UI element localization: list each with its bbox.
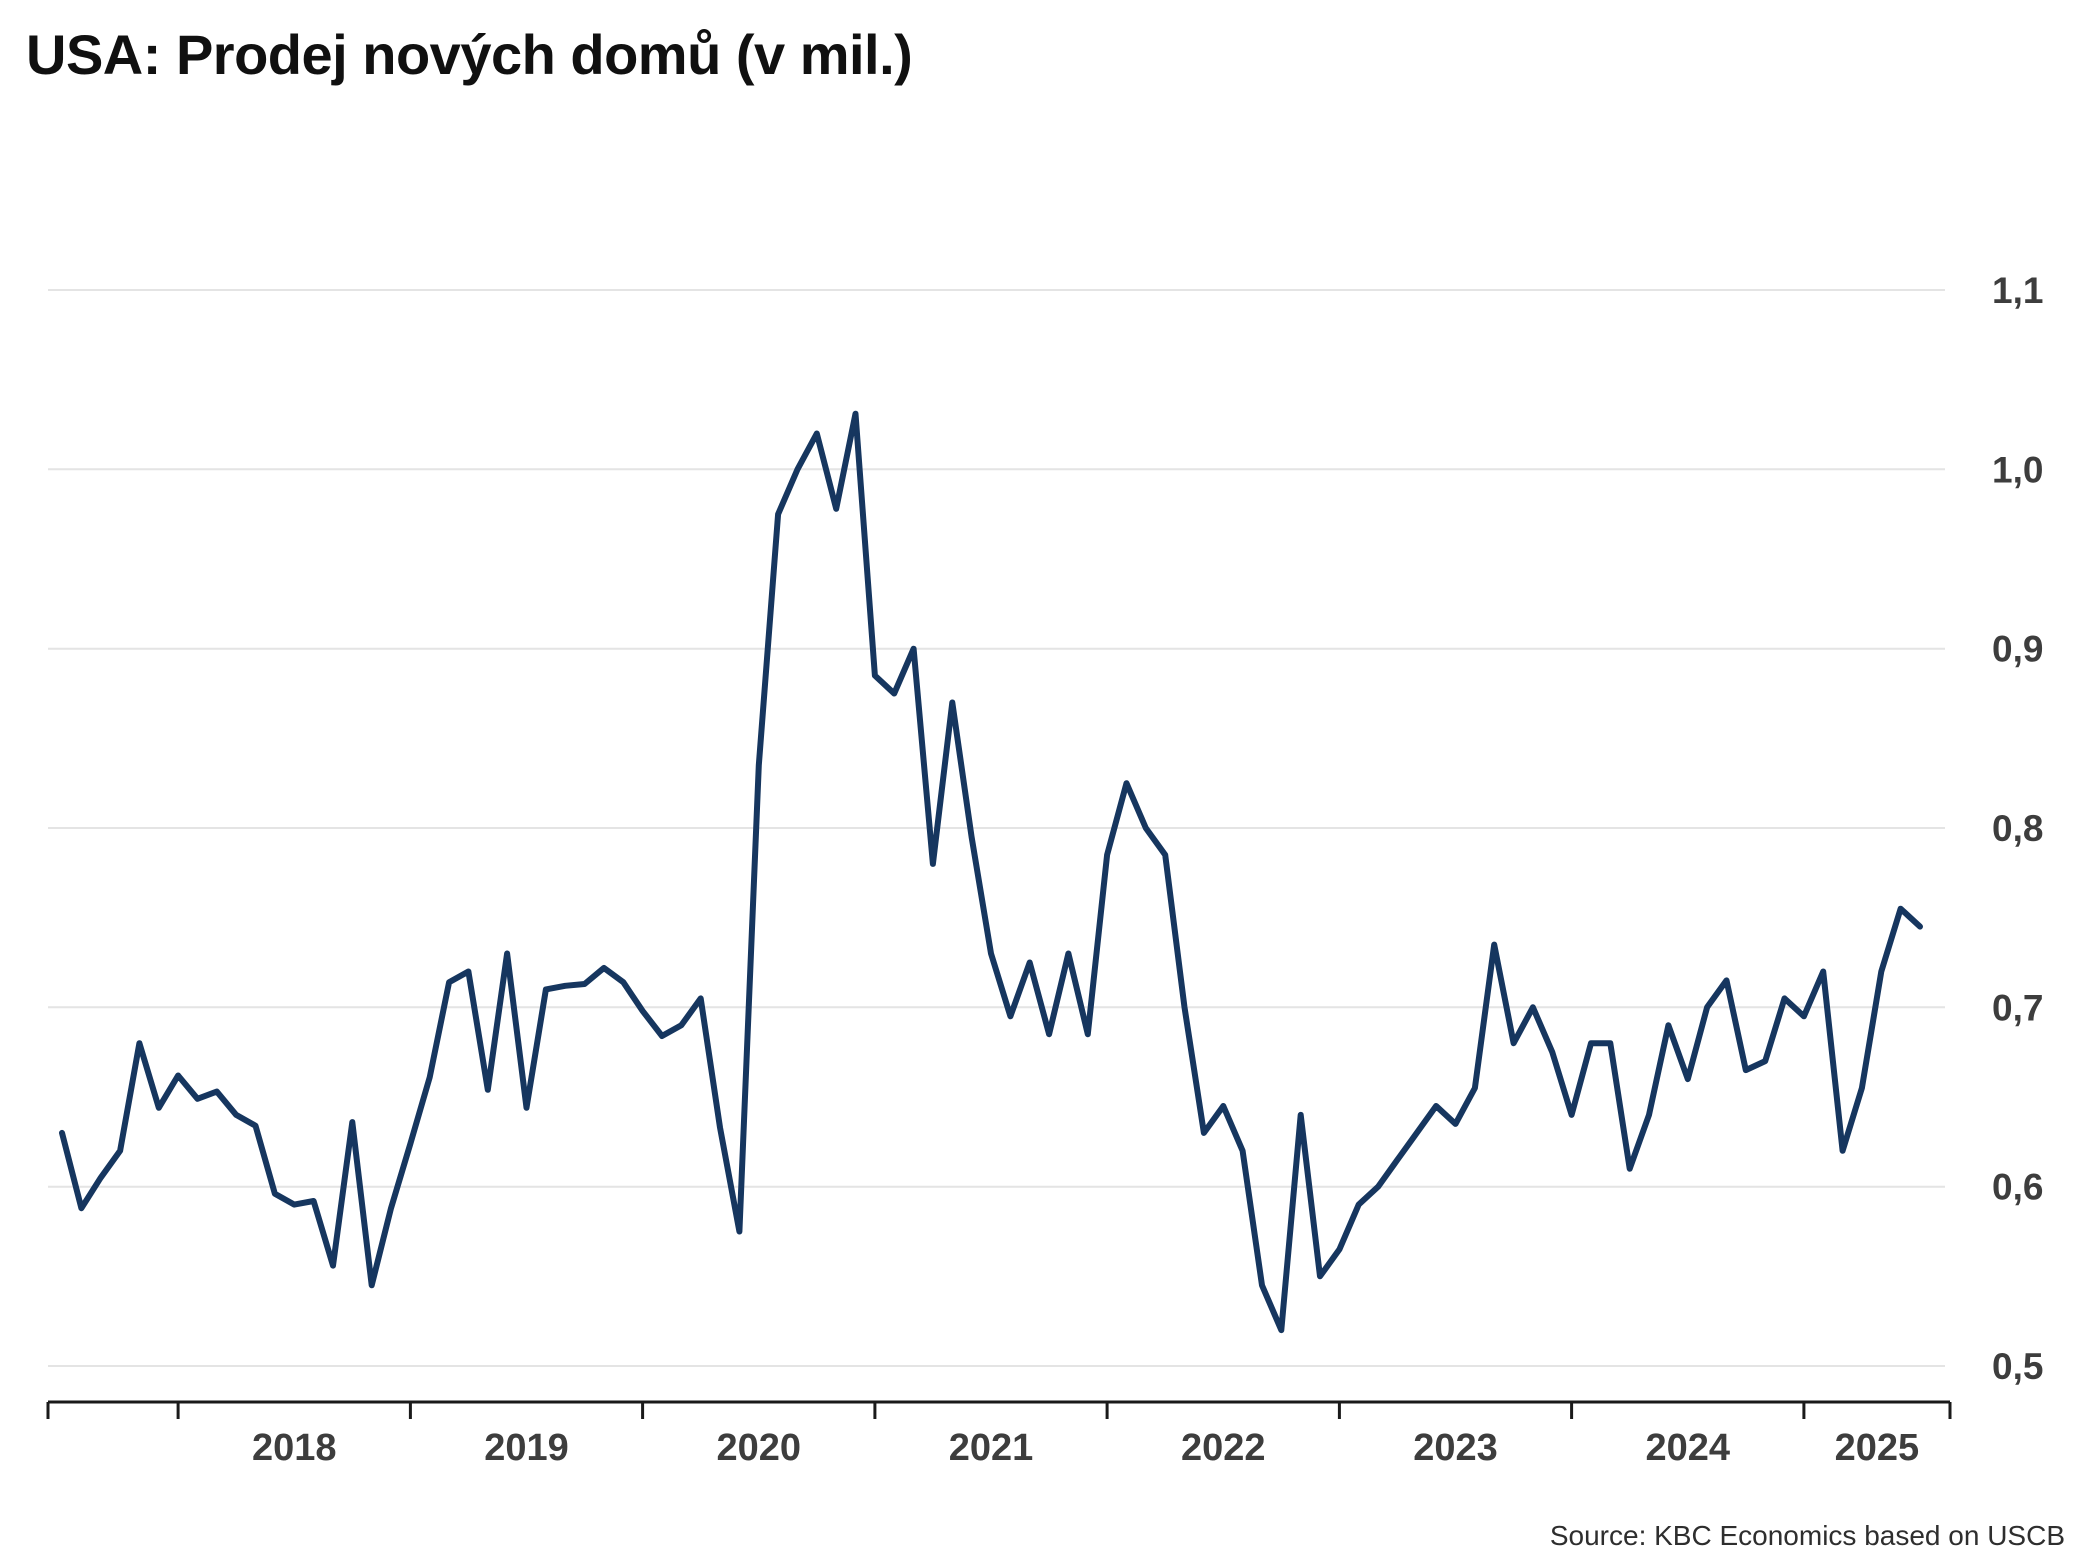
x-axis-label: 2019 [484, 1427, 569, 1469]
y-axis-label: 0,8 [1992, 808, 2043, 849]
x-axis-label: 2025 [1835, 1427, 1920, 1469]
y-axis-label: 0,5 [1992, 1346, 2043, 1387]
y-axis-label: 0,9 [1992, 629, 2043, 670]
x-axis-label: 2023 [1413, 1427, 1498, 1469]
x-axis-label: 2024 [1646, 1427, 1731, 1469]
chart-title: USA: Prodej nových domů (v mil.) [26, 23, 913, 86]
x-axis-label: 2020 [717, 1427, 802, 1469]
x-axis-label: 2022 [1181, 1427, 1266, 1469]
y-axis-label: 1,1 [1992, 270, 2043, 311]
source-note: Source: KBC Economics based on USCB [1549, 1520, 2065, 1551]
y-axis-label: 1,0 [1992, 449, 2043, 490]
y-axis-label: 0,6 [1992, 1167, 2043, 1208]
x-axis-label: 2018 [252, 1427, 337, 1469]
series-line-new-home-sales [59, 410, 1923, 1334]
x-axis-label: 2021 [949, 1427, 1034, 1469]
y-axis-label: 0,7 [1992, 987, 2043, 1028]
